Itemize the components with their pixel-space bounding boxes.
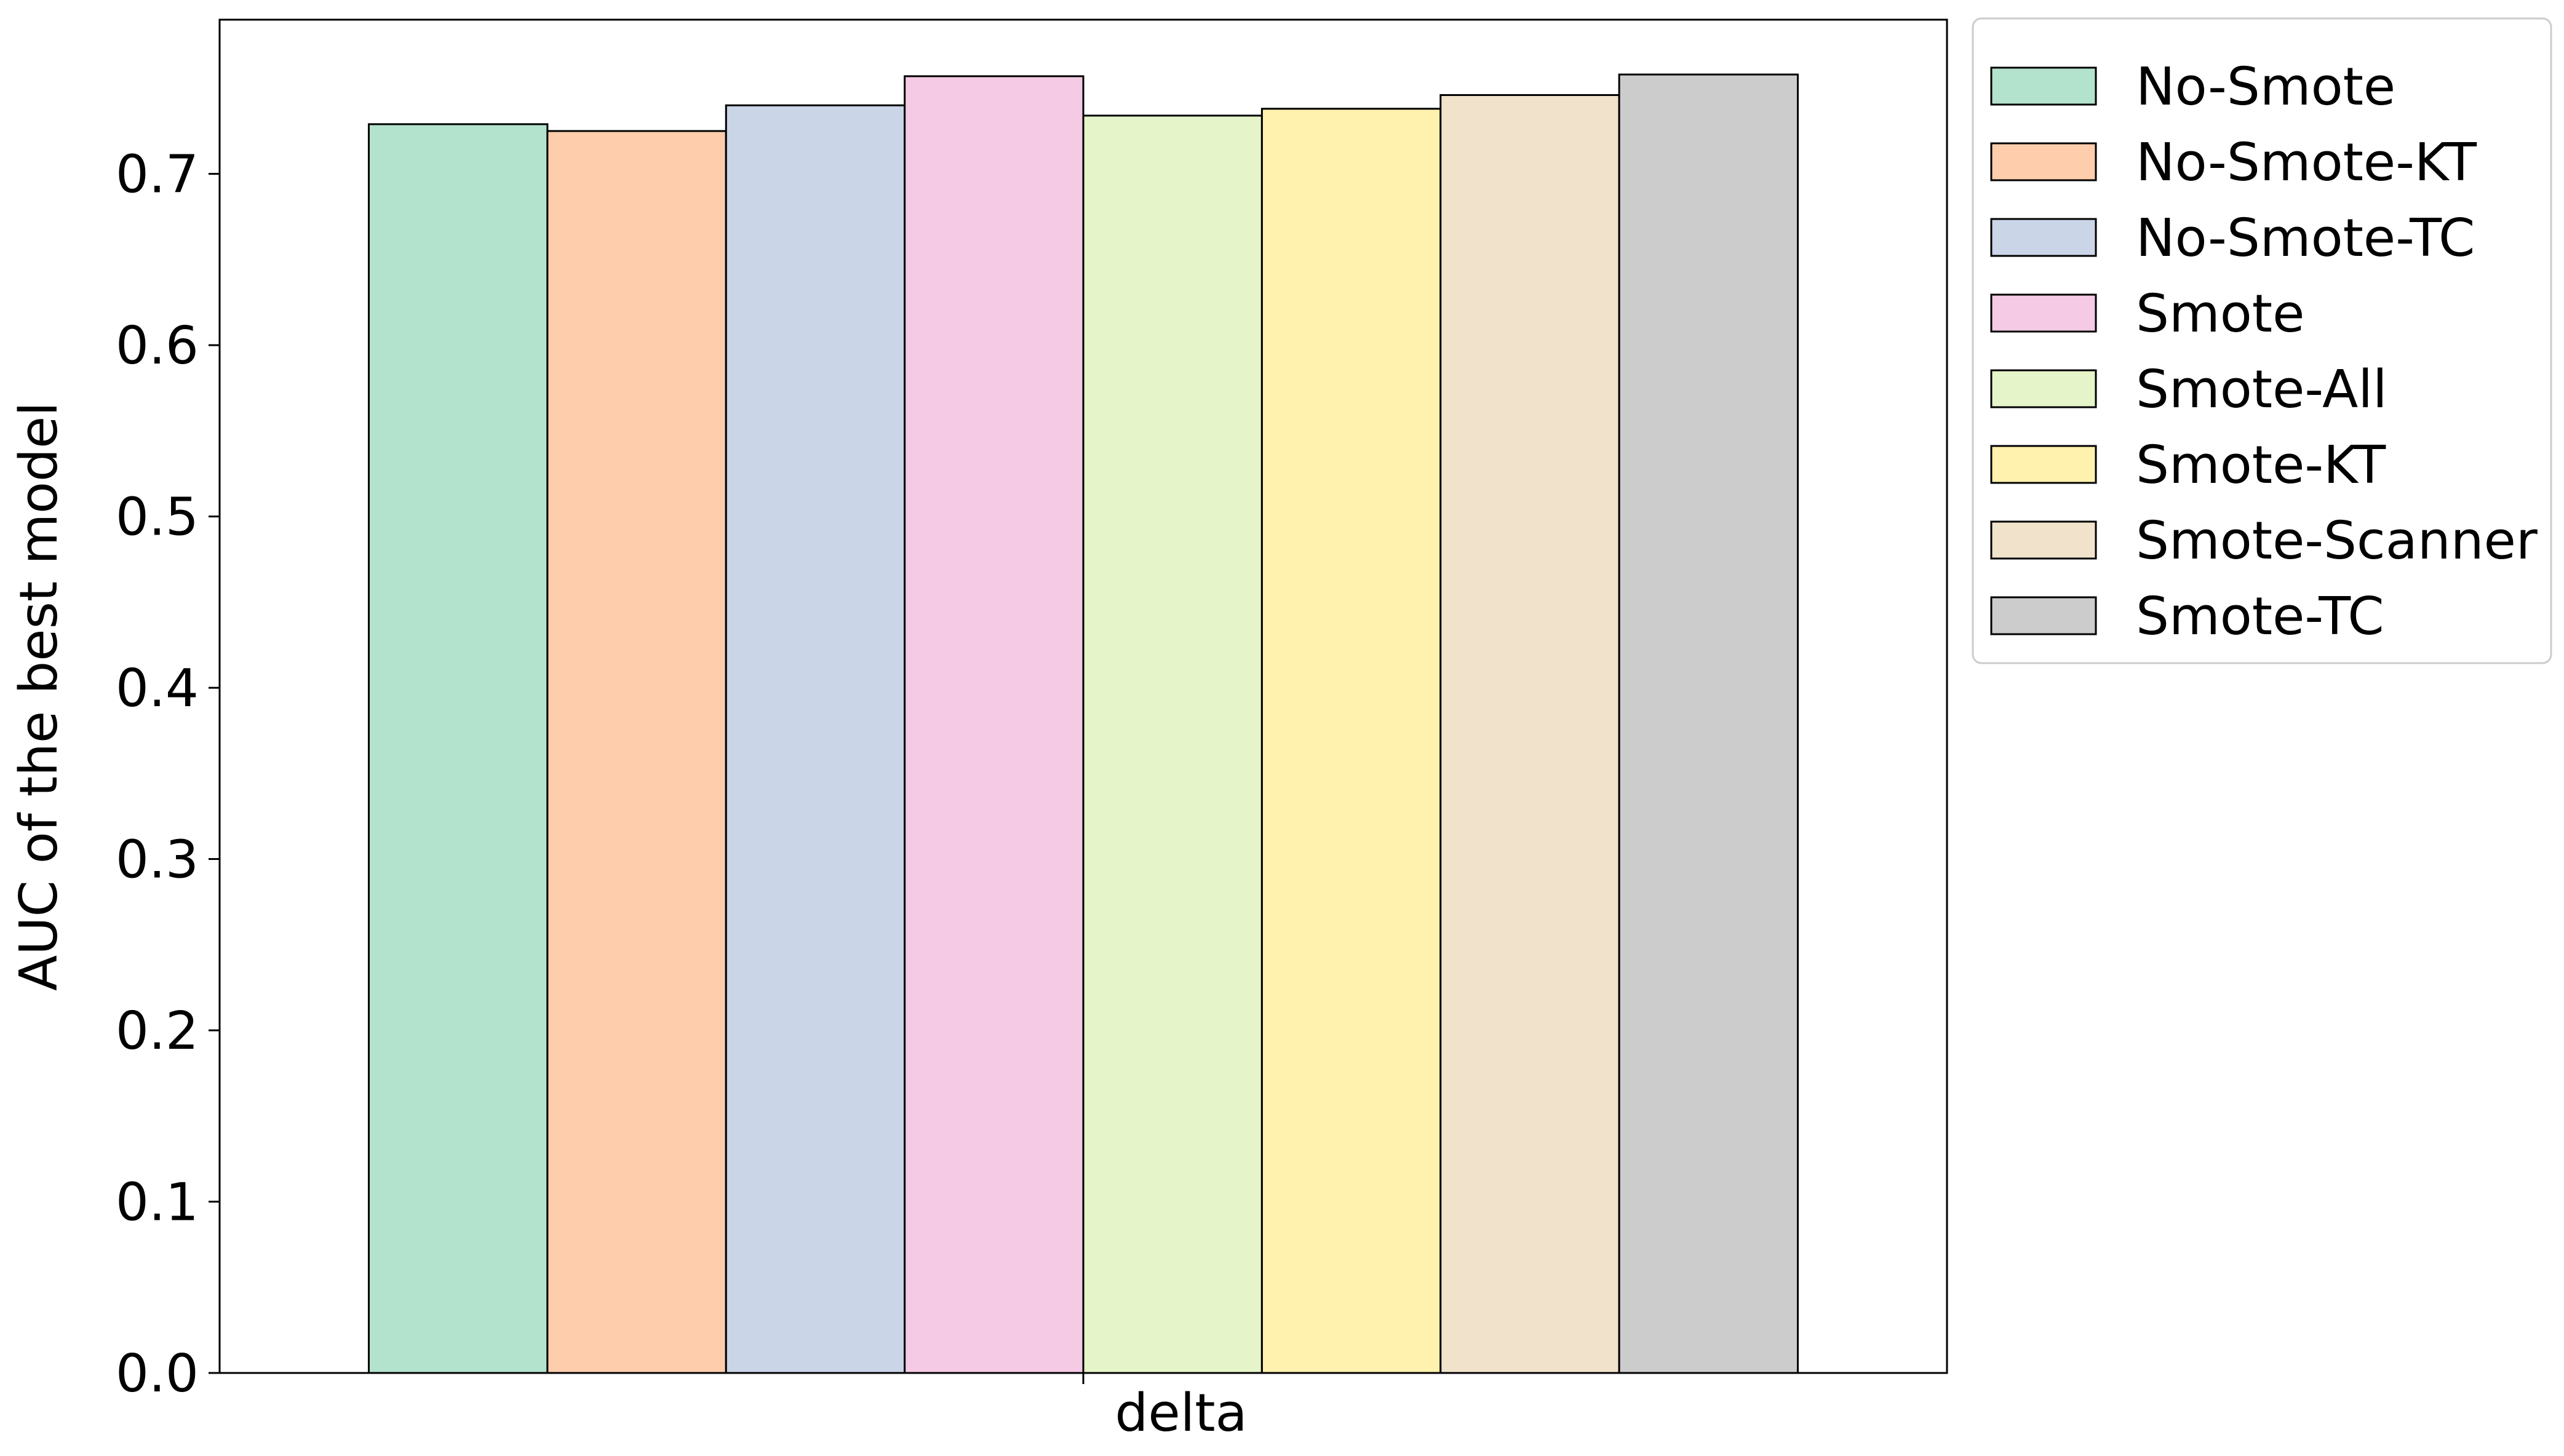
legend-frame xyxy=(1972,17,2552,664)
legend-label-smote-tc: Smote-TC xyxy=(2136,586,2384,647)
bar-smote-kt xyxy=(1260,108,1442,1374)
legend-label-smote-scanner: Smote-Scanner xyxy=(2136,511,2538,571)
bar-smote xyxy=(904,75,1085,1374)
legend-swatch-no-smote-tc xyxy=(1990,218,2097,257)
y-axis: 0.0 0.1 0.2 0.3 0.4 0.5 0.6 0.7 xyxy=(116,145,220,1404)
legend-swatch-smote-kt xyxy=(1990,445,2097,484)
bar-smote-tc xyxy=(1618,73,1799,1374)
bar-smote-scanner xyxy=(1439,94,1620,1374)
bar-no-smote-kt xyxy=(546,130,727,1374)
legend-label-no-smote: No-Smote xyxy=(2136,57,2395,117)
y-tick-label: 0.2 xyxy=(116,1001,199,1062)
legend-swatch-smote-all xyxy=(1990,369,2097,408)
legend-swatch-smote-scanner xyxy=(1990,520,2097,560)
y-tick-label: 0.6 xyxy=(116,316,199,376)
legend: No-Smote No-Smote-KT No-Smote-TC Smote Smote… xyxy=(1972,17,2552,664)
legend-swatch-no-smote-kt xyxy=(1990,142,2097,181)
legend-swatch-no-smote xyxy=(1990,66,2097,106)
y-tick-label: 0.4 xyxy=(116,658,199,719)
y-tick-label: 0.1 xyxy=(116,1172,199,1233)
bars-group xyxy=(368,73,1799,1374)
bar-smote-all xyxy=(1082,114,1263,1374)
y-tick-label: 0.5 xyxy=(116,487,199,548)
y-axis-label: AUC of the best model xyxy=(9,402,70,991)
legend-label-smote-kt: Smote-KT xyxy=(2136,435,2386,496)
y-tick-label: 0.7 xyxy=(116,145,199,205)
legend-label-no-smote-tc: No-Smote-TC xyxy=(2136,208,2475,269)
legend-swatch-smote xyxy=(1990,293,2097,333)
legend-label-smote-all: Smote-All xyxy=(2136,359,2387,420)
bar-no-smote-tc xyxy=(725,104,906,1374)
x-axis-label: delta xyxy=(1115,1383,1247,1444)
y-tick-label: 0.3 xyxy=(116,830,199,891)
legend-swatch-smote-tc xyxy=(1990,596,2097,635)
legend-label-smote: Smote xyxy=(2136,284,2304,344)
y-tick-label: 0.0 xyxy=(116,1343,199,1404)
bar-no-smote xyxy=(368,123,549,1374)
legend-label-no-smote-kt: No-Smote-KT xyxy=(2136,132,2477,193)
